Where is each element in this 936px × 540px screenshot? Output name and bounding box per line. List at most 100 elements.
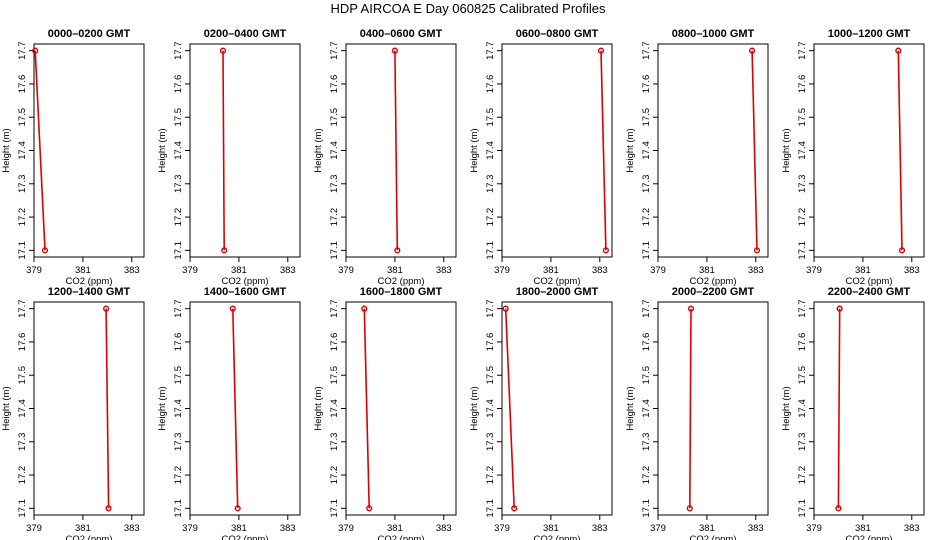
x-axis-label: CO2 (ppm) — [378, 276, 425, 287]
y-tick-label: 17.5 — [641, 366, 652, 385]
profile-line — [600, 50, 607, 251]
x-tick-label: 381 — [231, 523, 247, 534]
profile-line — [751, 50, 758, 251]
y-tick-label: 17.5 — [329, 366, 340, 385]
profile-line — [394, 50, 399, 251]
y-tick-label: 17.6 — [797, 75, 808, 94]
x-axis-label: CO2 (ppm) — [846, 534, 893, 540]
figure-title: HDP AIRCOA E Day 060825 Calibrated Profi… — [330, 1, 606, 16]
data-point-marker — [219, 47, 227, 54]
plot-frame — [33, 43, 145, 258]
y-tick-label: 17.7 — [329, 299, 340, 318]
y-tick-label: 17.5 — [797, 366, 808, 385]
panel-2: 0200–0400 GMT 379 381 383 CO2 (ppm) 17.1 17.2 1… — [157, 28, 301, 287]
panel-title: 1600–1800 GMT — [360, 286, 443, 298]
panel-title: 2200–2400 GMT — [828, 286, 911, 298]
data-point-marker — [749, 47, 756, 54]
data-point-marker — [391, 47, 398, 54]
y-tick-label: 17.7 — [797, 299, 808, 318]
y-tick-label: 17.1 — [641, 241, 652, 260]
y-tick-label: 17.3 — [641, 433, 652, 452]
data-point-marker — [511, 505, 518, 512]
y-tick-label: 17.6 — [485, 333, 496, 352]
y-tick-label: 17.1 — [329, 499, 340, 518]
panel-5: 0800–1000 GMT 379 381 383 CO2 (ppm) 17.1 17.2 1… — [625, 28, 769, 287]
y-tick-label: 17.3 — [173, 175, 184, 194]
y-axis-label: Height (m) — [1, 386, 12, 430]
y-tick-label: 17.4 — [329, 399, 340, 418]
panel-title: 0400–0600 GMT — [360, 28, 443, 40]
x-tick-label: 379 — [182, 523, 198, 534]
data-point-marker — [895, 47, 902, 54]
x-tick-label: 383 — [280, 523, 296, 534]
plot-frame — [813, 43, 925, 258]
data-point-marker — [836, 305, 843, 312]
plot-frame — [345, 301, 457, 516]
y-tick-label: 17.4 — [173, 141, 184, 160]
data-point-marker — [366, 505, 373, 512]
y-tick-label: 17.1 — [17, 499, 28, 518]
x-tick-label: 379 — [806, 265, 822, 276]
panel-title: 0000–0200 GMT — [48, 28, 131, 40]
x-tick-label: 383 — [748, 523, 764, 534]
plot-frame — [657, 301, 769, 516]
x-axis-label: CO2 (ppm) — [222, 276, 269, 287]
data-point-marker — [103, 305, 110, 312]
y-tick-label: 17.5 — [173, 366, 184, 385]
panel-title: 0800–1000 GMT — [672, 28, 755, 40]
x-axis-label: CO2 (ppm) — [534, 276, 581, 287]
x-axis-label: CO2 (ppm) — [378, 534, 425, 540]
y-tick-label: 17.6 — [173, 75, 184, 94]
x-tick-label: 383 — [436, 265, 452, 276]
y-tick-label: 17.1 — [485, 241, 496, 260]
y-tick-label: 17.2 — [17, 208, 28, 227]
x-axis-label: CO2 (ppm) — [690, 534, 737, 540]
y-tick-label: 17.5 — [485, 108, 496, 127]
y-axis-label: Height (m) — [781, 386, 792, 430]
y-tick-label: 17.2 — [641, 466, 652, 485]
y-tick-label: 17.7 — [485, 299, 496, 318]
y-axis-label: Height (m) — [781, 128, 792, 172]
plot-frame — [501, 43, 613, 258]
x-tick-label: 383 — [904, 523, 920, 534]
y-tick-label: 17.4 — [485, 399, 496, 418]
y-axis-label: Height (m) — [625, 128, 636, 172]
x-tick-label: 383 — [124, 265, 140, 276]
y-tick-label: 17.7 — [641, 41, 652, 60]
x-tick-label: 379 — [338, 265, 354, 276]
y-tick-label: 17.6 — [641, 75, 652, 94]
data-point-marker — [32, 47, 39, 54]
data-point-marker — [361, 305, 368, 312]
y-tick-label: 17.5 — [641, 108, 652, 127]
y-tick-label: 17.7 — [17, 41, 28, 60]
y-tick-label: 17.3 — [797, 433, 808, 452]
y-tick-label: 17.6 — [17, 333, 28, 352]
profile-line — [105, 308, 110, 509]
y-tick-label: 17.3 — [485, 175, 496, 194]
y-tick-label: 17.2 — [485, 466, 496, 485]
plot-frame — [189, 301, 301, 516]
y-tick-label: 17.4 — [797, 399, 808, 418]
panel-title: 1000–1200 GMT — [828, 28, 911, 40]
y-tick-label: 17.5 — [17, 108, 28, 127]
plot-frame — [345, 43, 457, 258]
x-axis-label: CO2 (ppm) — [846, 276, 893, 287]
y-tick-label: 17.6 — [329, 333, 340, 352]
y-tick-label: 17.2 — [17, 466, 28, 485]
x-tick-label: 381 — [855, 265, 871, 276]
y-tick-label: 17.5 — [173, 108, 184, 127]
data-point-marker — [41, 247, 49, 254]
panel-3: 0400–0600 GMT 379 381 383 CO2 (ppm) 17.1 17.2 1… — [313, 28, 457, 287]
data-point-marker — [221, 247, 228, 254]
x-tick-label: 379 — [26, 523, 42, 534]
y-tick-label: 17.1 — [797, 241, 808, 260]
y-tick-label: 17.2 — [329, 208, 340, 227]
y-tick-label: 17.2 — [485, 208, 496, 227]
x-tick-label: 381 — [387, 265, 403, 276]
x-tick-label: 379 — [494, 265, 510, 276]
profile-line — [689, 308, 692, 509]
panel-12: 2200–2400 GMT 379 381 383 CO2 (ppm) 17.1 17.2 1… — [781, 286, 925, 540]
panel-title: 1200–1400 GMT — [48, 286, 131, 298]
plot-frame — [657, 43, 769, 258]
x-tick-label: 381 — [75, 265, 91, 276]
